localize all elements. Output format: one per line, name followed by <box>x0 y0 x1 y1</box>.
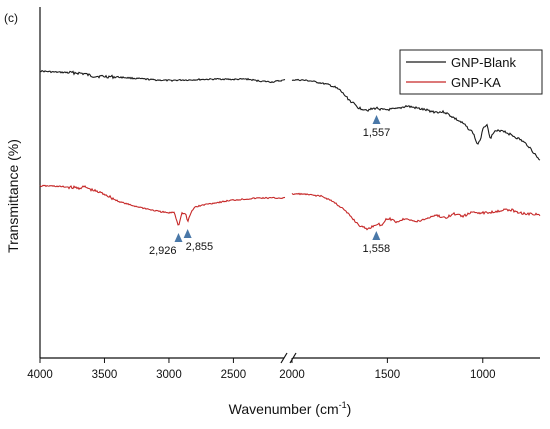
axes: 4000 3500 3000 2500 2000 1500 1000 <box>27 7 540 381</box>
x-axis-title-suffix: ) <box>347 401 352 417</box>
legend: GNP-Blank GNP-KA <box>399 49 543 95</box>
series-line-gnp-blank-segment-2 <box>291 78 541 161</box>
axis-break-mark-left <box>280 352 288 364</box>
peak-label-2926: 2,926 <box>149 245 177 257</box>
legend-box <box>399 49 543 95</box>
x-tick-label-3500: 3500 <box>92 369 118 381</box>
series-layer <box>39 69 541 231</box>
series-line-gnp-ka-segment-1 <box>39 184 286 226</box>
axis-break-mark-right <box>289 352 297 364</box>
panel-label: (c) <box>4 11 18 25</box>
x-axis-title: Wavenumber (cm-1) <box>229 400 352 417</box>
x-tick-label-1500: 1500 <box>375 369 401 381</box>
x-tick-label-3000: 3000 <box>156 369 182 381</box>
legend-label-gnp-blank: GNP-Blank <box>451 55 517 70</box>
x-axis-title-main: Wavenumber (cm <box>229 401 339 417</box>
legend-label-gnp-ka: GNP-KA <box>451 75 501 90</box>
series-line-gnp-blank-segment-1 <box>39 69 286 84</box>
peak-marker-2926 <box>174 233 183 242</box>
x-tick-label-4000: 4000 <box>27 369 53 381</box>
annotation-layer: 1,557 2,926 2,855 1,558 <box>149 115 390 257</box>
x-tick-label-1000: 1000 <box>470 369 496 381</box>
x-tick-label-2000: 2000 <box>279 369 305 381</box>
series-line-gnp-ka-segment-2 <box>291 192 541 231</box>
peak-marker-1558 <box>372 231 381 240</box>
peak-marker-2855 <box>183 229 192 238</box>
peak-label-1557: 1,557 <box>363 127 391 139</box>
peak-marker-1557 <box>372 115 381 124</box>
x-axis-title-superscript: -1 <box>339 400 347 410</box>
x-tick-label-2500: 2500 <box>221 369 247 381</box>
peak-label-2855: 2,855 <box>186 241 214 253</box>
peak-label-1558: 1,558 <box>363 243 391 255</box>
y-axis-title: Transmittance (%) <box>5 139 21 253</box>
